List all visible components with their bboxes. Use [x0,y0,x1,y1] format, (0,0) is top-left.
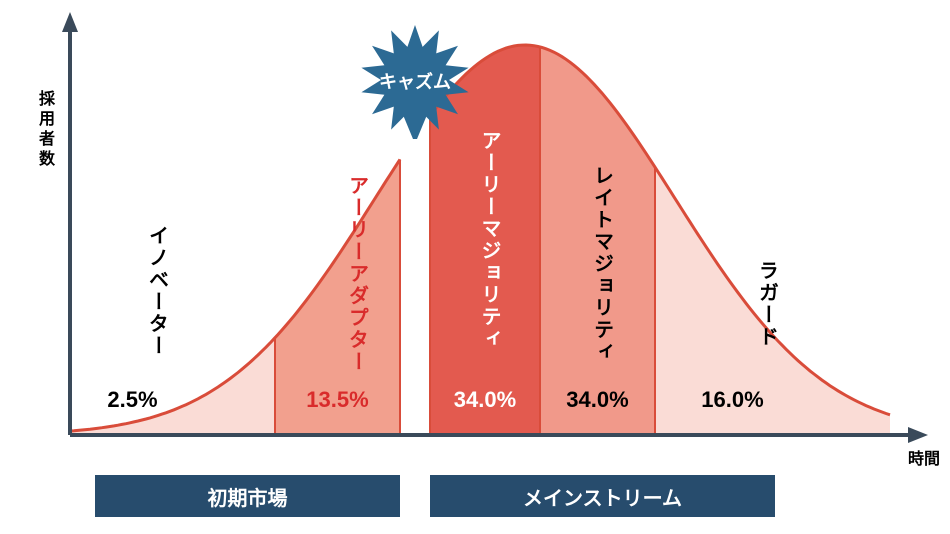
segment-fill-0 [70,338,275,435]
seg-label-1: アーリーアダプター [343,175,372,373]
diffusion-curve-chart: 採用者数 2.5%13.5%34.0%34.0%16.0% イノベーター アーリ… [0,0,950,534]
early-market-bar: 初期市場 [95,475,400,517]
pct-1: 13.5% [306,387,368,412]
pct-0: 2.5% [107,387,157,412]
seg-label-4: ラガード [753,260,782,348]
main-market-bar: メインストリーム [430,475,775,517]
main-market-label: メインストリーム [523,482,682,511]
seg-label-3: レイトマジョリティ [588,165,617,363]
chasm-label: キャズム [370,68,460,94]
x-axis-label: 時間 [908,445,940,469]
seg-label-2: アーリーマジョリティ [475,130,504,350]
pct-3: 34.0% [566,387,628,412]
pct-2: 34.0% [454,387,516,412]
pct-4: 16.0% [701,387,763,412]
seg-label-0: イノベーター [143,225,172,357]
early-market-label: 初期市場 [208,482,288,511]
